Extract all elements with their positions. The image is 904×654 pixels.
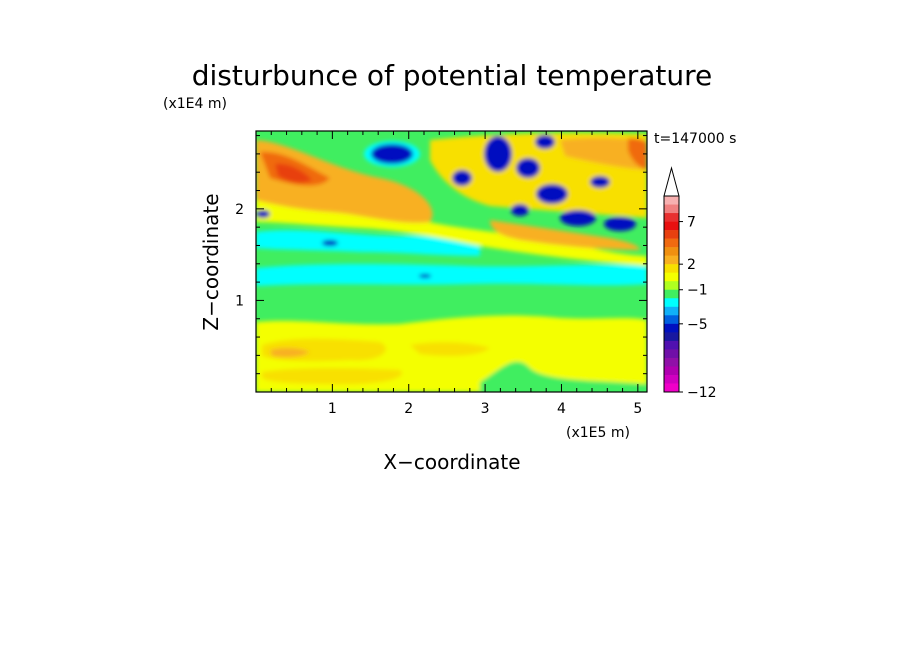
- colorbar-swatch: [664, 323, 679, 333]
- colorbar-swatch: [664, 238, 679, 248]
- lower-green-ridge: [480, 361, 647, 392]
- cold-cell-2: [484, 136, 512, 172]
- colorbar-swatch: [664, 247, 679, 256]
- colorbar-swatch: [664, 221, 679, 231]
- colorbar-label: 2: [687, 257, 696, 273]
- cold-cell-5: [560, 210, 596, 226]
- colorbar-swatch: [664, 281, 679, 291]
- lower-orange-patch-4: [410, 342, 490, 356]
- colorbar-swatch: [664, 204, 679, 214]
- x-tick-label: 4: [557, 401, 566, 417]
- mid-cyan-band: [256, 264, 647, 286]
- x-tick-label: 3: [481, 401, 490, 417]
- colorbar-swatch: [664, 374, 679, 384]
- colorbar-swatch: [664, 357, 679, 367]
- colorbar-label: 7: [687, 215, 696, 231]
- cold-cell-9: [535, 135, 555, 149]
- lower-orange-patch-2: [262, 368, 402, 385]
- upper-right-warm: [560, 137, 647, 170]
- right-edge-warm: [628, 138, 647, 170]
- cold-cell-7: [511, 204, 529, 216]
- colorbar-swatch: [664, 289, 679, 299]
- colorbar-frame: [663, 195, 680, 393]
- x-tick-label: 1: [328, 401, 337, 417]
- cold-cell-10: [452, 170, 472, 186]
- colorbar-swatch: [664, 298, 679, 308]
- x-tick-label: 5: [633, 401, 642, 417]
- y-axis-label: Z−coordinate: [199, 193, 223, 330]
- y-tick-label: 2: [235, 202, 244, 218]
- cold-cell-8: [590, 176, 610, 188]
- warm-right-ridge: [490, 220, 640, 250]
- colorbar-swatch: [664, 264, 679, 273]
- y-tick-label: 1: [235, 293, 244, 309]
- cold-cell-1: [371, 144, 413, 164]
- colorbar-swatch: [664, 315, 679, 325]
- colorbar-swatch: [664, 213, 679, 222]
- colorbar-swatch: [664, 383, 679, 393]
- warm-upper-left: [256, 140, 433, 223]
- cold-cell-4: [536, 184, 568, 204]
- lower-orange-patch-3: [270, 347, 310, 358]
- colorbar-swatch: [664, 196, 679, 205]
- cold-cell-13: [419, 274, 431, 278]
- y-scale-label: (x1E4 m): [163, 96, 227, 112]
- colorbar-swatch: [664, 332, 679, 342]
- cold-cell-6: [604, 217, 636, 231]
- warm-red-core: [275, 163, 312, 183]
- colorbar-label: −5: [687, 317, 708, 333]
- x-axis-label: X−coordinate: [383, 450, 520, 474]
- colorbar-swatch: [664, 349, 679, 359]
- x-tick-label: 2: [404, 401, 413, 417]
- colorbar-extend-arrow: [663, 166, 680, 197]
- time-label: t=147000 s: [654, 131, 736, 147]
- cold-cell-3: [516, 158, 540, 178]
- plot-frame: [255, 130, 648, 393]
- y-ticks: 12: [235, 135, 647, 375]
- colorbar-swatch: [664, 306, 679, 316]
- colorbar-label: −12: [687, 385, 717, 401]
- cold-cell-11: [322, 240, 338, 246]
- x-ticks: 1 2 3 4 5: [270, 131, 642, 417]
- x-scale-label: (x1E5 m): [566, 425, 630, 441]
- upper-cyan-band: [256, 230, 480, 256]
- colorbar-swatch: [664, 366, 679, 376]
- colorbar-label: −1: [687, 283, 708, 299]
- colorbar-swatch: [664, 340, 679, 350]
- colorbar: 7 2 −1 −5 −12: [663, 166, 717, 401]
- colorbar-swatch: [664, 230, 679, 239]
- colorbar-swatch: [664, 255, 679, 265]
- cold-cell-12: [256, 210, 270, 218]
- colorbar-swatch: [664, 272, 679, 282]
- chart-title: disturbunce of potential temperature: [192, 59, 713, 92]
- heatmap-field: [256, 131, 647, 392]
